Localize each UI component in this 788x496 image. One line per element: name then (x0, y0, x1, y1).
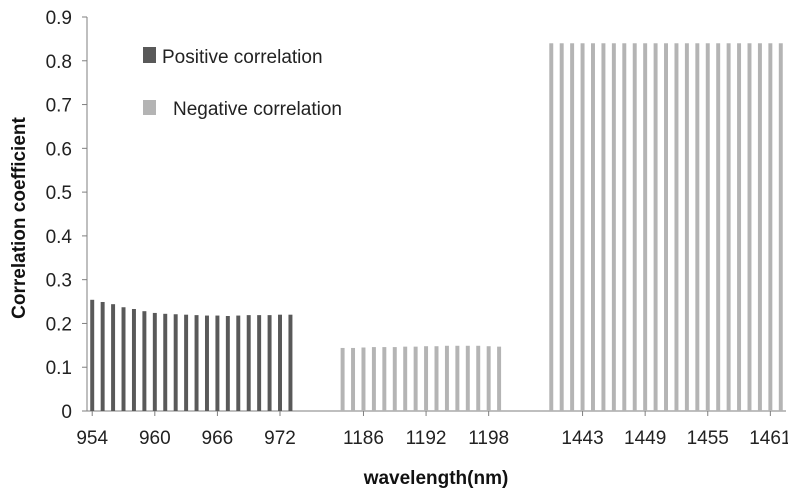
bar (476, 345, 481, 411)
bar (173, 314, 178, 411)
y-axis: 0 0.1 0.2 0.3 0.4 0.5 0.6 0.7 0.8 0.9 (46, 8, 88, 423)
bar (434, 346, 439, 411)
y-tick-label: 0.9 (46, 8, 72, 29)
y-tick-label: 0.6 (46, 139, 72, 160)
bar (288, 314, 293, 411)
bar (726, 43, 731, 412)
y-tick-label: 0.2 (46, 314, 72, 335)
x-axis: 954 960 966 972 1186 1192 1198 1443 1449 1455 1461 (76, 410, 788, 449)
bar (611, 43, 616, 412)
y-tick-label: 0.3 (46, 271, 72, 292)
bar (580, 43, 585, 412)
bar (184, 314, 189, 411)
legend-swatch-negative (143, 100, 156, 115)
bar (737, 43, 742, 412)
y-tick-label: 0.5 (46, 183, 72, 204)
bar (684, 43, 689, 412)
x-tick-label: 972 (264, 428, 296, 449)
y-tick-label: 0.8 (46, 52, 72, 73)
x-tick-label: 1186 (343, 428, 384, 449)
x-tick-label: 954 (76, 428, 108, 449)
bar (194, 315, 199, 411)
bar (632, 43, 637, 412)
bar (747, 43, 752, 412)
y-tick-label: 0.1 (46, 358, 72, 379)
bar (424, 346, 429, 411)
bar (382, 347, 387, 411)
x-tick-label: 966 (202, 428, 234, 449)
bar (392, 347, 397, 411)
legend-label-negative: Negative correlation (173, 99, 342, 120)
bar (716, 43, 721, 412)
bar (225, 316, 230, 411)
bar (778, 43, 783, 412)
bar (403, 346, 408, 411)
bar (361, 347, 366, 411)
bar (757, 43, 762, 412)
y-tick-label: 0.7 (46, 96, 72, 117)
bar (90, 299, 95, 411)
bar (486, 346, 491, 411)
bar (371, 347, 376, 411)
bar (674, 43, 679, 412)
bar (570, 43, 575, 412)
x-tick-label: 1192 (406, 428, 447, 449)
bar (131, 308, 136, 411)
x-axis-title: wavelength(nm) (363, 468, 509, 489)
bar (768, 43, 773, 412)
bar (257, 315, 262, 411)
legend-swatch-positive (143, 47, 156, 63)
bar (601, 43, 606, 412)
bar (664, 43, 669, 412)
bar (152, 312, 157, 411)
bar (622, 43, 627, 412)
x-tick-label: 1455 (687, 428, 729, 449)
bar (559, 43, 564, 412)
bar (142, 311, 147, 411)
bar (236, 315, 241, 411)
bar (111, 304, 116, 411)
bar (695, 43, 700, 412)
bar (591, 43, 595, 412)
x-tick-label: 1198 (468, 428, 509, 449)
legend: Positive correlation Negative correlatio… (143, 47, 342, 120)
bar (204, 315, 209, 411)
bar (340, 347, 345, 411)
bar (497, 346, 502, 411)
bar (246, 315, 251, 411)
bar (444, 345, 449, 411)
bar (455, 345, 460, 411)
y-tick-label: 0.4 (46, 227, 73, 248)
bar (465, 345, 470, 411)
x-tick-label: 1449 (624, 428, 666, 449)
bar (413, 346, 418, 411)
y-axis-title: Correlation coefficient (9, 117, 30, 319)
bar (163, 313, 168, 411)
bar (100, 301, 105, 411)
bar (278, 314, 282, 411)
bar (351, 347, 356, 411)
bar (267, 315, 272, 411)
bar (549, 43, 554, 412)
bar (653, 43, 658, 412)
bars (90, 43, 783, 412)
bar (121, 307, 126, 411)
x-tick-label: 1443 (561, 428, 603, 449)
bar (643, 43, 648, 412)
bar (215, 315, 220, 411)
bar (705, 43, 710, 412)
x-tick-label: 960 (139, 428, 171, 449)
legend-label-positive: Positive correlation (162, 47, 323, 68)
x-tick-label: 1461 (749, 428, 788, 449)
y-tick-label: 0 (61, 402, 72, 423)
